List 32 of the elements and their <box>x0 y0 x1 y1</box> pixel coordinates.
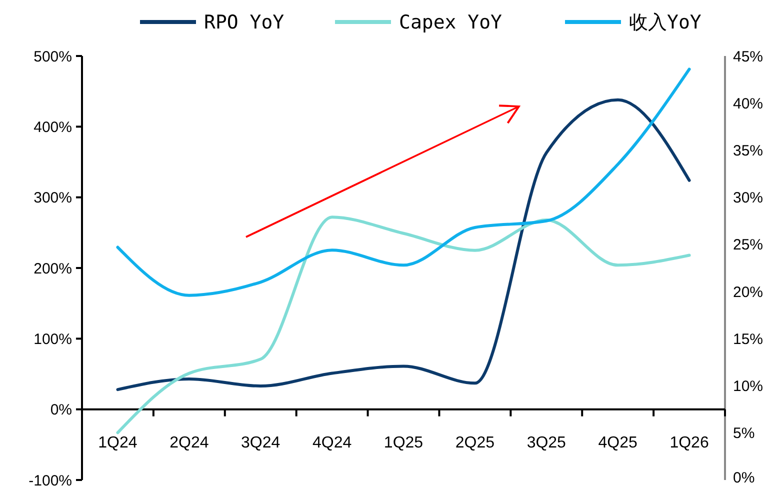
line-series <box>116 98 691 392</box>
y2-tick-label: 30% <box>733 190 764 207</box>
y2-tick-label: 35% <box>733 142 764 160</box>
y-tick-label: 0% <box>50 402 72 419</box>
x-tick-label: 3Q24 <box>241 434 280 452</box>
legend-label: 收入YoY <box>629 12 702 34</box>
y-tick-label: 300% <box>34 190 72 207</box>
x-tick-label: 1Q25 <box>384 434 424 452</box>
x-tick-label: 2Q25 <box>455 434 495 452</box>
y2-tick-label: 25% <box>733 236 764 254</box>
line-series <box>116 216 691 434</box>
y-tick-label: -100% <box>28 472 72 487</box>
x-tick-label: 4Q25 <box>598 434 638 452</box>
legend-label: RPO YoY <box>204 12 285 34</box>
x-tick-label: 4Q24 <box>312 434 352 452</box>
y-tick-label: 500% <box>34 48 72 66</box>
y2-tick-label: 45% <box>733 48 764 66</box>
x-tick-label: 1Q26 <box>670 434 709 452</box>
y2-tick-label: 0% <box>733 469 755 486</box>
y2-tick-label: 10% <box>733 378 764 396</box>
y2-tick-label: 40% <box>733 95 764 112</box>
x-tick-label: 3Q25 <box>526 434 566 452</box>
x-tick-label: 1Q24 <box>98 434 138 452</box>
y2-tick-label: 15% <box>733 330 764 348</box>
y-tick-label: 100% <box>34 330 72 348</box>
line-series <box>116 68 691 297</box>
y-tick-label: 200% <box>34 260 72 278</box>
y-tick-label: 400% <box>34 118 72 136</box>
y2-tick-label: 20% <box>733 284 764 301</box>
y2-tick-label: 5% <box>733 425 755 442</box>
x-tick-label: 2Q24 <box>170 434 209 452</box>
legend-label: Capex YoY <box>399 12 503 34</box>
